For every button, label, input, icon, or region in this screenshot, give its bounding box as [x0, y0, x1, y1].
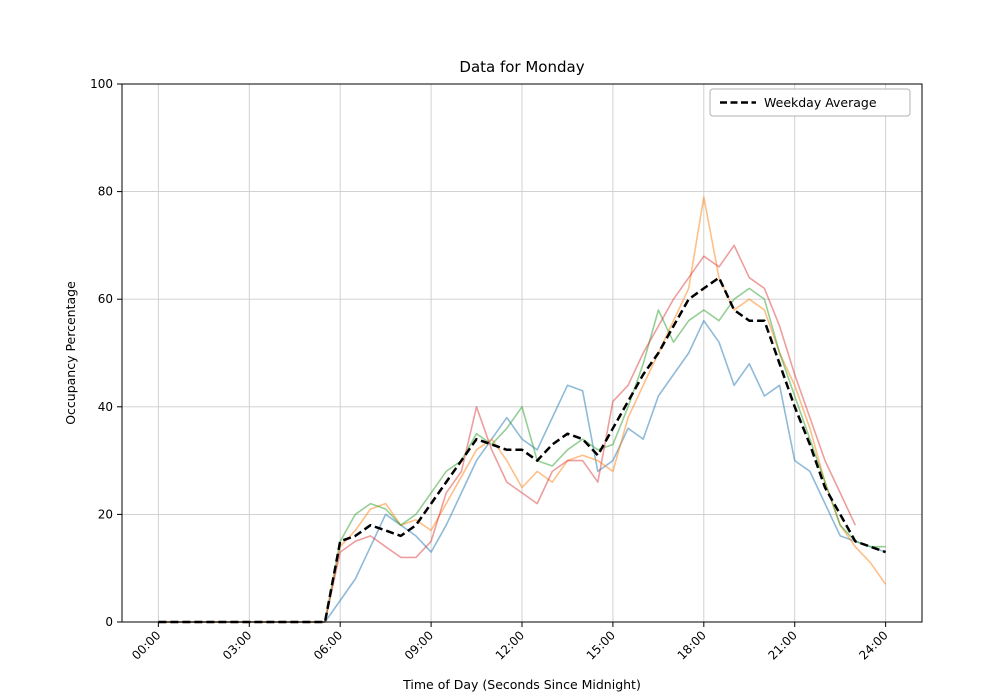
series-line-occupancy-week-4 — [158, 244, 857, 623]
x-tick-label: 03:00 — [220, 628, 254, 662]
x-tick-label: 00:00 — [129, 628, 163, 662]
y-tick-label: 40 — [98, 400, 113, 414]
x-tick-label: 21:00 — [765, 628, 799, 662]
legend-label: Weekday Average — [764, 95, 877, 110]
x-tick-label: 06:00 — [311, 628, 345, 662]
x-axis-label: Time of Day (Seconds Since Midnight) — [402, 677, 641, 692]
x-tick-label: 15:00 — [584, 628, 618, 662]
y-tick-label: 80 — [98, 185, 113, 199]
y-tick-labels: 0 20 40 60 80 100 — [90, 77, 113, 629]
x-tick-label: 24:00 — [856, 628, 890, 662]
y-tick-label: 100 — [90, 77, 113, 91]
x-tick-label: 12:00 — [493, 628, 527, 662]
x-tick-label: 09:00 — [402, 628, 436, 662]
y-axis-label: Occupancy Percentage — [63, 281, 78, 425]
legend-frame — [709, 88, 911, 117]
legend: Weekday Average — [709, 88, 911, 117]
tick-layer — [117, 83, 887, 627]
x-tick-labels: 00:00 03:00 06:00 09:00 12:00 15:00 18:00 21:00… — [129, 628, 891, 662]
grid-layer — [122, 83, 922, 623]
chart-title: Data for Monday — [459, 58, 584, 76]
y-tick-label: 0 — [105, 615, 113, 629]
y-tick-label: 60 — [98, 292, 113, 306]
x-tick-label: 18:00 — [675, 628, 709, 662]
y-tick-label: 20 — [98, 507, 113, 521]
